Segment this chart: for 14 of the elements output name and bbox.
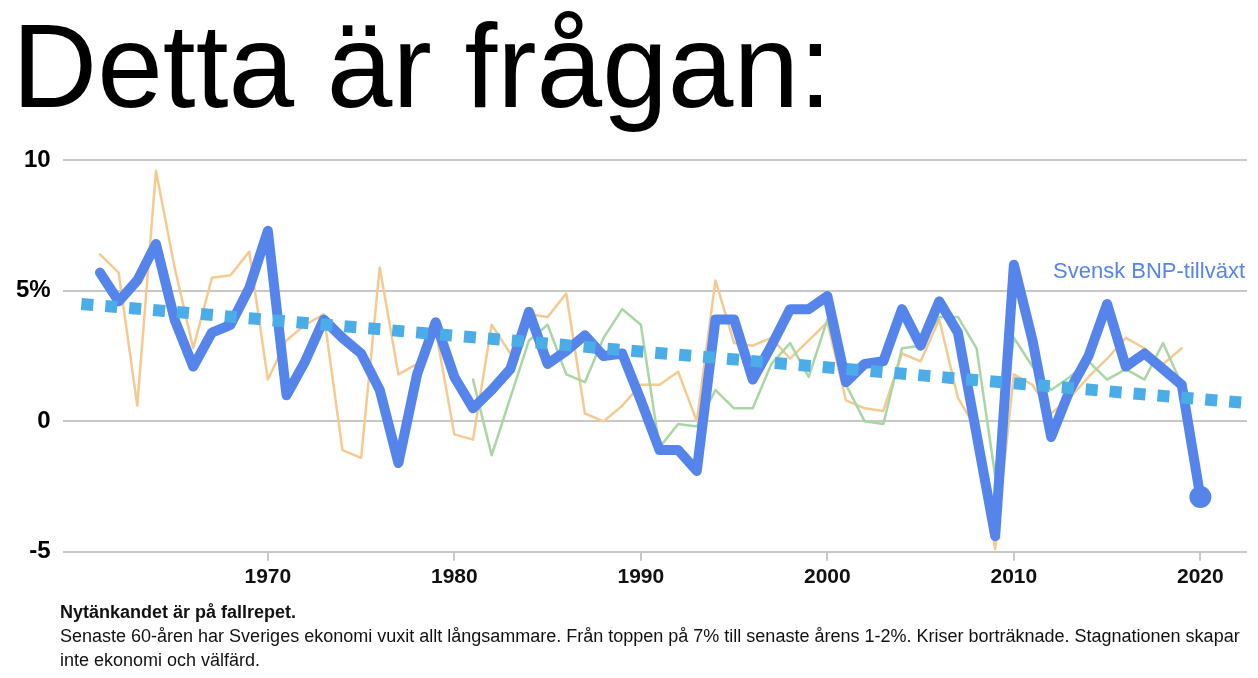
text: Senaste 60-åren har Sveriges ekonomi vuxit allt långsammare. Från toppen på 7% till senaste årens 1-2%. Kriser borträknade. Stagnationen skapar inte ekonomi och välfärd. bbox=[60, 625, 1240, 672]
text: Nytänkandet är på fallrepet. bbox=[60, 601, 297, 624]
x-tick-label: 2010 bbox=[990, 564, 1038, 588]
y-tick-label: -5 bbox=[29, 536, 51, 564]
y-tick-label: 10 bbox=[23, 145, 51, 173]
x-tick-label: 2020 bbox=[1177, 564, 1224, 588]
chart-title: Detta är frågan: bbox=[12, 0, 832, 132]
x-tick-label: 1970 bbox=[244, 564, 292, 588]
series-label: Svensk BNP-tillväxt bbox=[1053, 257, 1245, 283]
x-tick-label: 1990 bbox=[617, 564, 665, 588]
x-tick-label: 1980 bbox=[430, 564, 478, 588]
y-tick-label: 0 bbox=[37, 405, 51, 433]
x-tick-label: 2000 bbox=[804, 564, 851, 588]
y-tick-label: 5% bbox=[16, 275, 51, 303]
